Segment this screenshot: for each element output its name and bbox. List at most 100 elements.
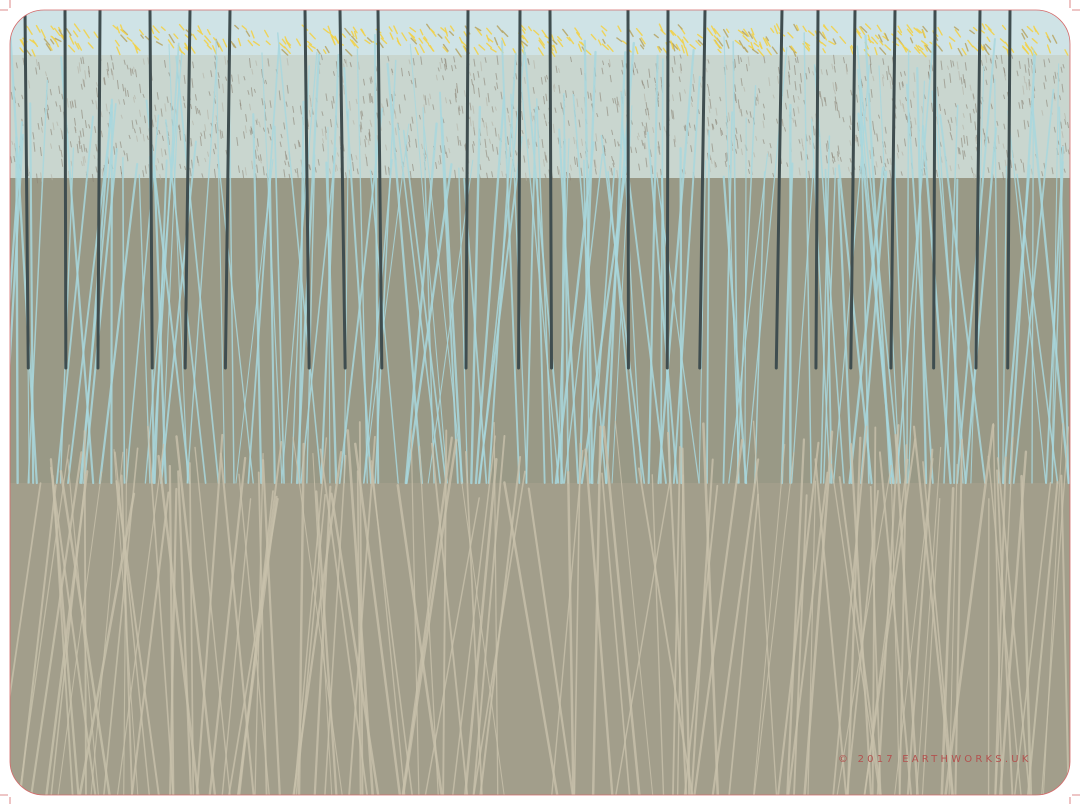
texture-stroke — [801, 138, 804, 147]
beige-blade — [219, 452, 256, 795]
beige-blade — [358, 421, 364, 795]
texture-stroke — [777, 66, 780, 75]
yellow-stroke — [972, 45, 979, 52]
blue-blade — [273, 125, 285, 484]
texture-stroke — [83, 155, 86, 163]
texture-stroke — [35, 59, 38, 67]
yellow-stroke — [237, 37, 242, 47]
texture-stroke — [833, 156, 836, 163]
beige-blade — [295, 493, 326, 795]
beige-blade — [681, 447, 691, 795]
yellow-stroke — [308, 43, 316, 49]
texture-stroke — [352, 120, 355, 125]
texture-stroke — [251, 68, 254, 75]
texture-stroke — [573, 136, 576, 145]
texture-stroke — [542, 159, 545, 167]
texture-stroke — [786, 162, 789, 167]
texture-stroke — [161, 163, 164, 171]
texture-stroke — [1048, 58, 1051, 63]
texture-stroke — [190, 137, 193, 147]
texture-stroke — [838, 110, 841, 119]
texture-stroke — [80, 145, 83, 153]
yellow-stroke — [139, 29, 144, 36]
texture-stroke — [88, 124, 91, 129]
texture-stroke — [345, 172, 348, 180]
texture-stroke — [784, 127, 787, 132]
texture-stroke — [250, 126, 253, 134]
beige-blade — [996, 457, 1031, 795]
texture-stroke — [285, 154, 288, 160]
texture-stroke — [612, 98, 615, 104]
texture-stroke — [837, 151, 840, 157]
yellow-stroke — [281, 48, 289, 56]
texture-stroke — [889, 73, 892, 78]
blue-blade — [217, 154, 254, 484]
texture-stroke — [243, 75, 246, 81]
texture-stroke — [408, 135, 411, 143]
texture-stroke — [719, 127, 722, 136]
beige-blade — [330, 492, 381, 795]
texture-stroke — [126, 153, 129, 162]
texture-stroke — [71, 101, 74, 108]
texture-stroke — [225, 76, 228, 81]
texture-stroke — [905, 113, 908, 120]
beige-blade — [614, 482, 671, 795]
texture-stroke — [725, 64, 728, 70]
blue-blade — [458, 167, 469, 484]
texture-stroke — [1064, 142, 1067, 152]
blue-blade — [404, 122, 438, 485]
texture-stroke — [139, 83, 142, 94]
texture-stroke — [214, 123, 217, 134]
yellow-stroke — [155, 41, 163, 46]
yellow-stroke — [168, 33, 175, 44]
beige-blade — [994, 456, 1007, 795]
beige-blade — [90, 451, 124, 795]
texture-stroke — [921, 106, 924, 114]
texture-stroke — [1030, 168, 1033, 175]
yellow-stroke — [773, 25, 779, 35]
yellow-stroke — [197, 29, 204, 35]
texture-stroke — [849, 140, 852, 146]
texture-stroke — [456, 82, 459, 93]
beige-blade — [464, 450, 483, 795]
texture-stroke — [1014, 163, 1017, 171]
texture-stroke — [832, 82, 835, 91]
texture-stroke — [990, 104, 993, 110]
yellow-stroke — [350, 30, 355, 38]
texture-stroke — [485, 97, 488, 107]
texture-stroke — [83, 79, 86, 88]
texture-stroke — [451, 65, 454, 72]
texture-stroke — [962, 124, 965, 130]
texture-stroke — [882, 58, 885, 65]
yellow-stroke — [54, 37, 62, 43]
beige-blade — [614, 420, 654, 795]
texture-stroke — [747, 56, 750, 66]
texture-stroke — [128, 134, 131, 140]
texture-stroke — [635, 147, 638, 154]
texture-stroke — [657, 146, 660, 153]
yellow-stroke — [353, 30, 358, 40]
blue-blade — [657, 48, 695, 485]
blue-blade — [563, 153, 604, 484]
beige-blade — [638, 467, 695, 795]
texture-stroke — [540, 77, 543, 85]
yellow-stroke — [670, 40, 674, 50]
yellow-stroke — [897, 25, 903, 33]
post — [774, 10, 784, 370]
blue-blade — [893, 138, 907, 484]
texture-stroke — [454, 88, 457, 98]
yellow-stroke — [658, 46, 663, 51]
yellow-stroke — [574, 27, 581, 35]
texture-stroke — [179, 163, 182, 169]
texture-stroke — [660, 76, 663, 87]
texture-stroke — [1004, 75, 1007, 81]
texture-stroke — [116, 79, 119, 90]
texture-stroke — [735, 127, 738, 134]
texture-stroke — [962, 86, 965, 95]
beige-grass — [10, 420, 1070, 795]
texture-stroke — [337, 152, 340, 157]
texture-stroke — [142, 170, 145, 178]
texture-stroke — [1061, 83, 1064, 93]
blue-blade — [939, 114, 987, 484]
texture-stroke — [247, 90, 250, 95]
